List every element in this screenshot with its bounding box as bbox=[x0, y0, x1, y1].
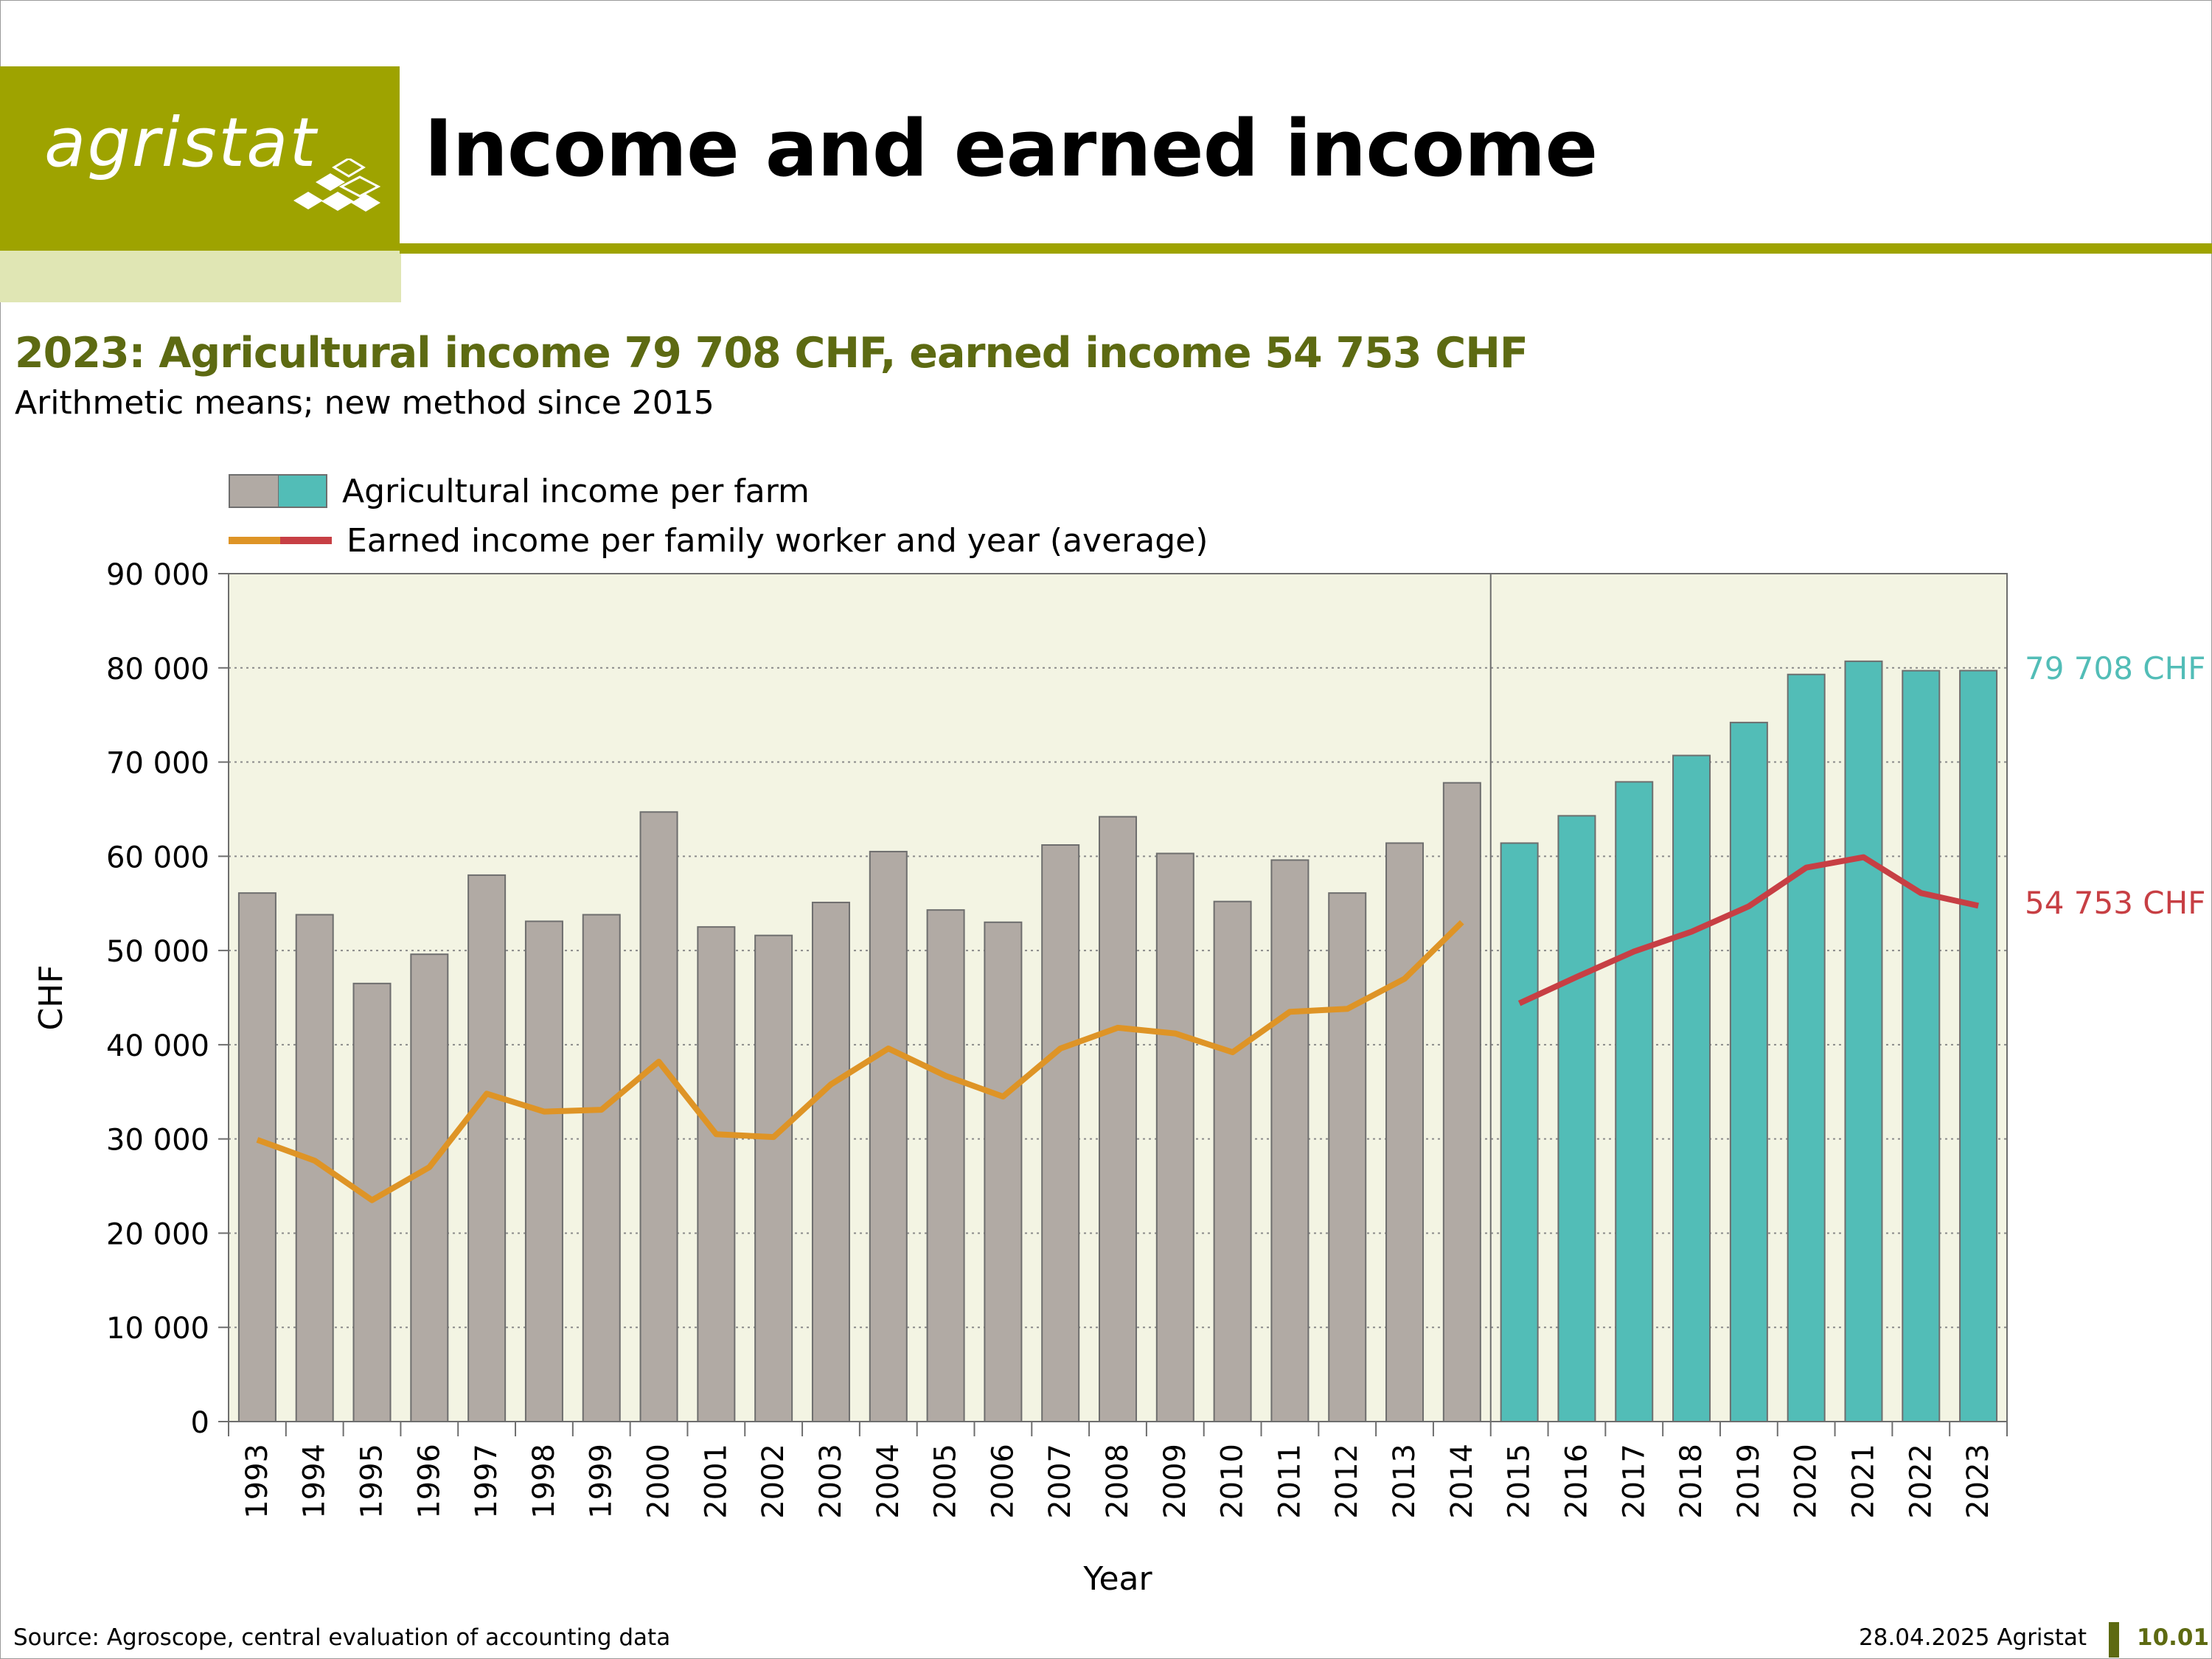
legend-line-label: Earned income per family worker and year… bbox=[347, 521, 1208, 560]
bar-2004 bbox=[869, 850, 908, 1422]
bar-2018 bbox=[1672, 754, 1711, 1422]
line-end-value-label: 54 753 CHF bbox=[2025, 885, 2206, 922]
legend-bars-label: Agricultural income per farm bbox=[342, 472, 810, 510]
bar-1998 bbox=[524, 920, 563, 1422]
page-title: Income and earned income bbox=[424, 103, 1598, 194]
x-tick-label: 2005 bbox=[929, 1444, 963, 1519]
logo-accent-strip bbox=[0, 251, 401, 302]
x-axis-title: Year bbox=[1082, 1560, 1152, 1598]
bar-1993 bbox=[237, 892, 276, 1422]
bar-2019 bbox=[1729, 721, 1768, 1422]
x-tick-label: 1999 bbox=[585, 1444, 619, 1519]
footer-source: Source: Agroscope, central evaluation of… bbox=[13, 1624, 671, 1651]
legend-bar-swatch bbox=[229, 474, 327, 508]
x-tick-label: 2016 bbox=[1559, 1444, 1593, 1519]
x-tick-label: 1995 bbox=[355, 1444, 389, 1519]
x-tick-label: 2023 bbox=[1961, 1444, 1995, 1519]
x-tick-label: 2020 bbox=[1790, 1444, 1823, 1519]
title-rule bbox=[400, 243, 2212, 254]
bar-2013 bbox=[1385, 842, 1425, 1422]
x-tick-label: 2010 bbox=[1216, 1444, 1250, 1519]
x-tick-label: 1993 bbox=[240, 1444, 274, 1519]
x-tick-label: 2001 bbox=[699, 1444, 733, 1519]
x-tick-label: 1997 bbox=[470, 1444, 504, 1519]
x-tick-label: 2003 bbox=[814, 1444, 848, 1519]
earned-income-line-old-method bbox=[256, 919, 1464, 1203]
bar-2009 bbox=[1155, 852, 1194, 1422]
legend-line-swatch bbox=[229, 537, 332, 544]
x-tick-label: 2000 bbox=[642, 1444, 676, 1519]
x-tick-label: 2021 bbox=[1846, 1444, 1880, 1519]
x-tick-label: 1994 bbox=[298, 1444, 332, 1519]
legend-item-bars: Agricultural income per farm bbox=[229, 472, 810, 510]
y-tick-label: 40 000 bbox=[106, 1029, 209, 1063]
y-tick-label: 20 000 bbox=[106, 1217, 209, 1251]
bar-2007 bbox=[1041, 844, 1080, 1422]
x-tick-label: 2006 bbox=[986, 1444, 1020, 1519]
bar-2011 bbox=[1270, 859, 1310, 1422]
y-tick-label: 30 000 bbox=[106, 1124, 209, 1158]
bar-2010 bbox=[1213, 900, 1252, 1422]
bar-2002 bbox=[754, 934, 793, 1422]
bar-2006 bbox=[984, 921, 1023, 1423]
bar-1999 bbox=[582, 914, 621, 1422]
bar-2022 bbox=[1902, 669, 1941, 1422]
plot-frame bbox=[228, 573, 2008, 1422]
x-tick-label: 2014 bbox=[1445, 1444, 1479, 1519]
x-tick-label: 2012 bbox=[1330, 1444, 1364, 1519]
x-tick-label: 1996 bbox=[412, 1444, 446, 1519]
bar-1997 bbox=[467, 874, 507, 1422]
x-tick-label: 2019 bbox=[1732, 1444, 1766, 1519]
y-tick-label: 10 000 bbox=[106, 1312, 209, 1346]
chart-subheadline: Arithmetic means; new method since 2015 bbox=[15, 384, 714, 422]
logo-background bbox=[0, 66, 400, 251]
agristat-logo: agristat bbox=[44, 103, 318, 182]
x-tick-label: 2017 bbox=[1617, 1444, 1651, 1519]
bar-2015 bbox=[1500, 842, 1539, 1422]
bar-2020 bbox=[1787, 673, 1826, 1422]
y-tick-label: 80 000 bbox=[106, 653, 209, 686]
y-tick-label: 60 000 bbox=[106, 841, 209, 874]
y-tick-label: 0 bbox=[191, 1406, 209, 1440]
y-tick-label: 90 000 bbox=[106, 558, 209, 592]
bar-2001 bbox=[697, 926, 736, 1422]
footer-date: 28.04.2025 Agristat bbox=[1858, 1624, 2087, 1651]
bar-2023 bbox=[1959, 669, 1998, 1422]
page-number: 10.01 bbox=[2137, 1624, 2210, 1651]
x-tick-label: 2015 bbox=[1503, 1444, 1537, 1519]
x-tick-label: 2008 bbox=[1101, 1444, 1135, 1519]
x-tick-label: 2009 bbox=[1158, 1444, 1192, 1519]
x-tick-label: 2013 bbox=[1388, 1444, 1422, 1519]
bars-end-value-label: 79 708 CHF bbox=[2025, 650, 2206, 686]
legend-item-line: Earned income per family worker and year… bbox=[229, 521, 1208, 560]
bar-2017 bbox=[1615, 781, 1654, 1422]
x-tick-label: 2018 bbox=[1674, 1444, 1708, 1519]
chart-headline: 2023: Agricultural income 79 708 CHF, ea… bbox=[15, 329, 1528, 378]
bar-2016 bbox=[1557, 815, 1596, 1422]
x-tick-label: 1998 bbox=[527, 1444, 561, 1519]
bar-2021 bbox=[1844, 660, 1883, 1422]
x-tick-label: 2004 bbox=[872, 1444, 905, 1519]
x-tick-label: 2002 bbox=[757, 1444, 790, 1519]
y-tick-label: 70 000 bbox=[106, 747, 209, 781]
bar-2005 bbox=[926, 909, 965, 1422]
earned-income-line-new-method bbox=[1517, 854, 1979, 1006]
bar-2008 bbox=[1099, 815, 1137, 1422]
x-tick-label: 2022 bbox=[1904, 1444, 1938, 1519]
footer-accent-bar bbox=[2109, 1622, 2119, 1658]
bar-2014 bbox=[1442, 782, 1481, 1422]
x-tick-label: 2007 bbox=[1043, 1444, 1077, 1519]
x-tick-label: 2011 bbox=[1273, 1444, 1307, 1519]
logo-diamond-icon bbox=[293, 159, 381, 212]
y-axis-title: CHF bbox=[32, 964, 70, 1030]
bar-2003 bbox=[811, 901, 850, 1422]
bar-2012 bbox=[1328, 892, 1367, 1422]
bar-1996 bbox=[410, 953, 449, 1422]
bar-2000 bbox=[639, 811, 678, 1423]
y-tick-label: 50 000 bbox=[106, 935, 209, 969]
